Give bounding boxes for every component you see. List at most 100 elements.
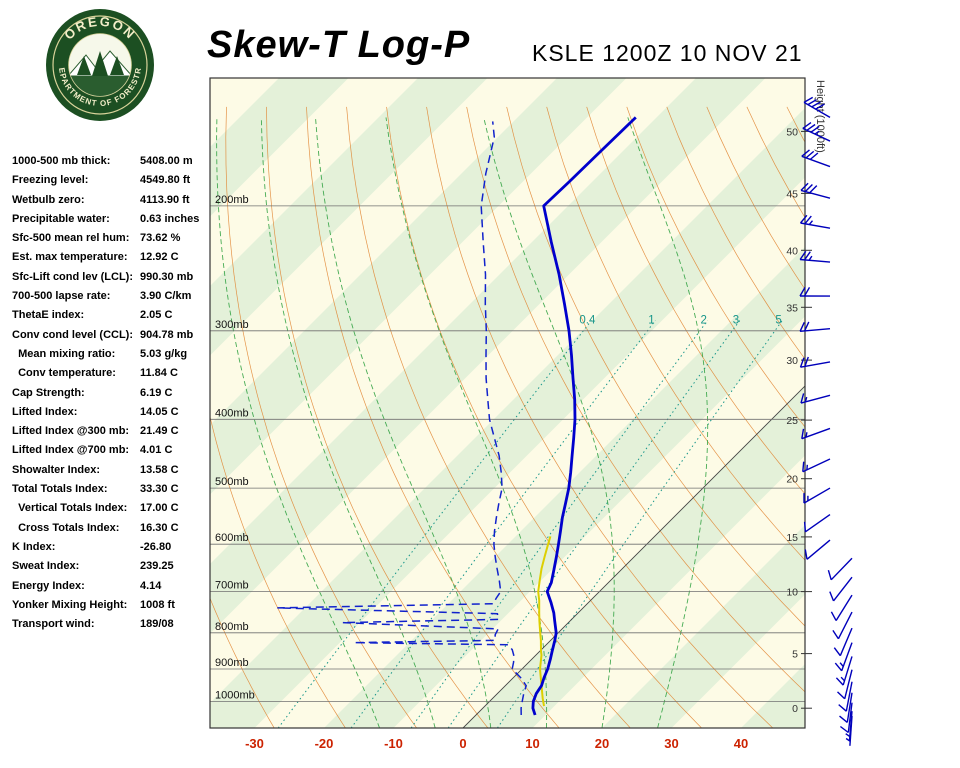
forest-ground: [69, 76, 131, 96]
stat-value: 5.03 g/kg: [140, 347, 188, 360]
svg-text:10: 10: [525, 736, 539, 751]
stat-label: K Index:: [12, 540, 56, 553]
stat-value: 33.30 C: [140, 483, 179, 496]
stat-row: Yonker Mixing Height: 1008 ft: [10, 599, 208, 618]
svg-text:30: 30: [664, 736, 678, 751]
stat-label: Conv temperature:: [12, 367, 116, 380]
stat-label: 700-500 lapse rate:: [12, 290, 111, 303]
wind-barbs: [799, 96, 853, 746]
stat-row: Showalter Index: 13.58 C: [10, 464, 208, 483]
stats-panel: 1000-500 mb thick: 5408.00 m Freezing leve…: [10, 155, 208, 637]
svg-text:25: 25: [786, 415, 798, 427]
stat-row: Total Totals Index: 33.30 C: [10, 483, 208, 502]
mixing-ratio-labels: 0.4 1 2 3 5: [579, 315, 781, 327]
svg-text:0: 0: [459, 736, 466, 751]
svg-text:0: 0: [792, 703, 798, 715]
svg-text:20: 20: [595, 736, 609, 751]
stat-label: Showalter Index:: [12, 463, 101, 476]
zero-isotherm-line: [462, 385, 805, 728]
stat-value: 4.14: [140, 579, 162, 592]
stat-label: Lifted Index @700 mb:: [12, 444, 130, 457]
stat-row: Freezing level: 4549.80 ft: [10, 174, 208, 193]
svg-text:3: 3: [733, 315, 739, 327]
stat-label: Vertical Totals Index:: [12, 502, 128, 515]
stat-value: 4.01 C: [140, 444, 173, 457]
stat-label: Lifted Index:: [12, 405, 78, 418]
svg-text:35: 35: [786, 302, 798, 314]
pressure-labels: 200mb 300mb 400mb 500mb 600mb 700mb 800mb 900mb…: [215, 194, 255, 702]
svg-text:200mb: 200mb: [215, 194, 249, 206]
svg-text:300mb: 300mb: [215, 319, 249, 331]
stat-label: Sfc-500 mean rel hum:: [12, 232, 130, 245]
stat-value: -26.80: [140, 540, 172, 553]
svg-text:1000mb: 1000mb: [215, 690, 255, 702]
svg-text:800mb: 800mb: [215, 621, 249, 633]
stat-label: Cross Totals Index:: [12, 521, 120, 534]
stat-row: Precipitable water: 0.63 inches: [10, 213, 208, 232]
page-title: Skew-T Log-P: [207, 24, 471, 66]
stat-value: 12.92 C: [140, 251, 179, 264]
stat-label: 1000-500 mb thick:: [12, 155, 111, 167]
stat-label: Sweat Index:: [12, 560, 80, 573]
stat-value: 990.30 mb: [140, 270, 194, 283]
svg-text:15: 15: [786, 532, 798, 544]
logo-ring-outline: [52, 15, 148, 115]
stat-value: 17.00 C: [140, 502, 179, 515]
stat-label: Yonker Mixing Height:: [12, 598, 128, 611]
svg-text:20: 20: [786, 474, 798, 486]
stat-value: 239.25: [140, 560, 174, 573]
stat-label: Precipitable water:: [12, 212, 110, 225]
logo-scene: [69, 34, 131, 96]
svg-text:1: 1: [648, 315, 654, 327]
svg-text:700mb: 700mb: [215, 580, 249, 592]
stat-row: Transport wind: 189/08: [10, 618, 208, 637]
stat-value: 4113.90 ft: [140, 193, 190, 206]
svg-text:400mb: 400mb: [215, 407, 249, 419]
mixing-ratio-lines: [277, 319, 783, 728]
stat-value: 21.49 C: [140, 425, 179, 438]
stat-value: 904.78 mb: [140, 328, 194, 341]
stat-label: Wetbulb zero:: [12, 193, 85, 206]
stat-row: Sfc-500 mean rel hum: 73.62 %: [10, 232, 208, 251]
stat-row: Est. max temperature: 12.92 C: [10, 251, 208, 270]
stat-value: 0.63 inches: [140, 212, 200, 225]
svg-text:40: 40: [786, 245, 798, 257]
stat-row: Lifted Index: 14.05 C: [10, 406, 208, 425]
svg-text:10: 10: [786, 587, 798, 599]
stat-row: Sweat Index: 239.25: [10, 560, 208, 579]
stat-label: Freezing level:: [12, 174, 89, 187]
stat-value: 3.90 C/km: [140, 290, 192, 303]
stat-value: 1008 ft: [140, 598, 175, 611]
tree-icons: [77, 51, 124, 76]
temperature-trace: [531, 116, 637, 716]
svg-text:2: 2: [700, 315, 706, 327]
stat-row: 700-500 lapse rate: 3.90 C/km: [10, 290, 208, 309]
svg-text:-30: -30: [245, 736, 264, 751]
stat-row: ThetaE index: 2.05 C: [10, 309, 208, 328]
stat-value: 13.58 C: [140, 463, 179, 476]
stat-row: Energy Index: 4.14: [10, 580, 208, 599]
stat-label: Mean mixing ratio:: [12, 347, 116, 360]
stat-row: Cross Totals Index: 16.30 C: [10, 522, 208, 541]
stat-value: 11.84 C: [140, 367, 178, 380]
moist-adiabats: [216, 117, 709, 728]
temp-axis-labels: -30 -20 -10 0 10 20 30 40: [245, 736, 748, 751]
stat-value: 5408.00 m: [140, 155, 193, 167]
stat-label: Sfc-Lift cond lev (LCL):: [12, 270, 133, 283]
stat-value: 189/08: [140, 618, 174, 631]
plot-area: [210, 78, 805, 728]
stat-row: Wetbulb zero: 4113.90 ft: [10, 194, 208, 213]
svg-text:0.4: 0.4: [579, 315, 596, 327]
svg-text:600mb: 600mb: [215, 532, 249, 544]
stat-row: K Index: -26.80: [10, 541, 208, 560]
svg-text:40: 40: [734, 736, 748, 751]
stat-row: Conv cond level (CCL): 904.78 mb: [10, 329, 208, 348]
svg-text:-20: -20: [315, 736, 334, 751]
svg-text:30: 30: [786, 355, 798, 367]
stat-value: 6.19 C: [140, 386, 173, 399]
odf-logo-icon: OREGON DEPARTMENT OF FORESTRY: [44, 6, 154, 121]
stat-row: 1000-500 mb thick: 5408.00 m: [10, 155, 208, 174]
stat-label: Est. max temperature:: [12, 251, 128, 264]
svg-text:5: 5: [792, 649, 798, 661]
